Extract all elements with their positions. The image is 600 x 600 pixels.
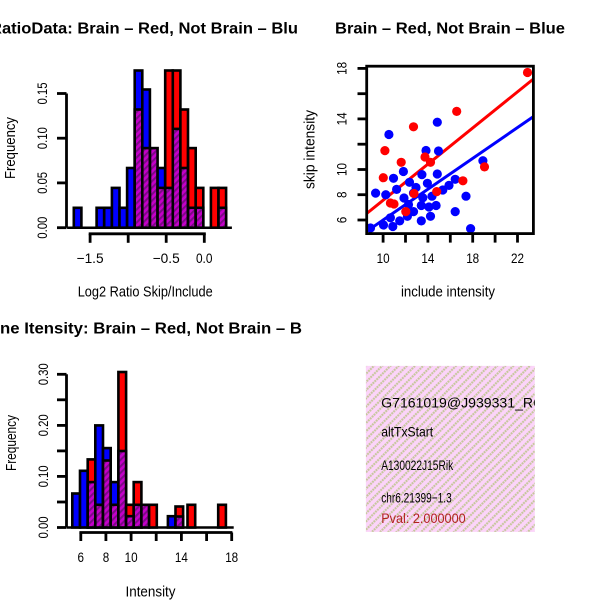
- svg-text:Frequency: Frequency: [3, 116, 19, 179]
- svg-text:G7161019@J939331_RC: G7161019@J939331_RC: [381, 395, 543, 411]
- svg-text:ne Itensity: Brain – Red, Not: ne Itensity: Brain – Red, Not Brain – B: [0, 321, 302, 338]
- svg-text:0.00: 0.00: [34, 217, 50, 239]
- svg-text:−0.5: −0.5: [153, 250, 180, 266]
- svg-text:10: 10: [334, 163, 350, 176]
- svg-text:6: 6: [334, 217, 350, 224]
- svg-text:RatioData: Brain – Red, Not Br: RatioData: Brain – Red, Not Brain – Blu: [0, 21, 298, 38]
- svg-text:0.15: 0.15: [34, 82, 50, 104]
- svg-text:0.10: 0.10: [35, 465, 51, 487]
- svg-text:include intensity: include intensity: [401, 285, 496, 301]
- svg-text:−1.5: −1.5: [77, 250, 104, 266]
- svg-text:18: 18: [334, 62, 350, 75]
- svg-text:0.30: 0.30: [35, 363, 51, 385]
- svg-text:chr6.21399−1.3: chr6.21399−1.3: [381, 490, 452, 506]
- svg-text:0.05: 0.05: [34, 172, 50, 194]
- svg-text:skip intensity: skip intensity: [303, 109, 319, 189]
- svg-text:Pval: 2.000000: Pval: 2.000000: [381, 510, 466, 526]
- svg-text:18: 18: [225, 549, 238, 565]
- svg-text:Log2 Ratio Skip/Include: Log2 Ratio Skip/Include: [78, 285, 213, 301]
- svg-text:A130022J15Rik: A130022J15Rik: [381, 457, 454, 473]
- svg-text:Intensity: Intensity: [126, 585, 177, 600]
- svg-text:Brain – Red, Not Brain – Blue: Brain – Red, Not Brain – Blue: [335, 21, 565, 38]
- svg-text:14: 14: [334, 112, 350, 125]
- svg-text:14: 14: [175, 549, 188, 565]
- svg-text:10: 10: [377, 250, 390, 266]
- svg-text:10: 10: [125, 549, 138, 565]
- svg-text:6: 6: [78, 549, 85, 565]
- svg-text:22: 22: [511, 250, 524, 266]
- svg-text:0.0: 0.0: [196, 250, 213, 266]
- svg-text:0.00: 0.00: [35, 516, 51, 538]
- svg-text:8: 8: [334, 191, 350, 198]
- svg-text:0.10: 0.10: [34, 127, 50, 149]
- svg-text:18: 18: [466, 250, 479, 266]
- svg-text:Frequency: Frequency: [4, 414, 20, 471]
- svg-text:14: 14: [421, 250, 434, 266]
- svg-text:altTxStart: altTxStart: [381, 424, 433, 440]
- svg-text:0.20: 0.20: [35, 414, 51, 436]
- svg-text:8: 8: [103, 549, 110, 565]
